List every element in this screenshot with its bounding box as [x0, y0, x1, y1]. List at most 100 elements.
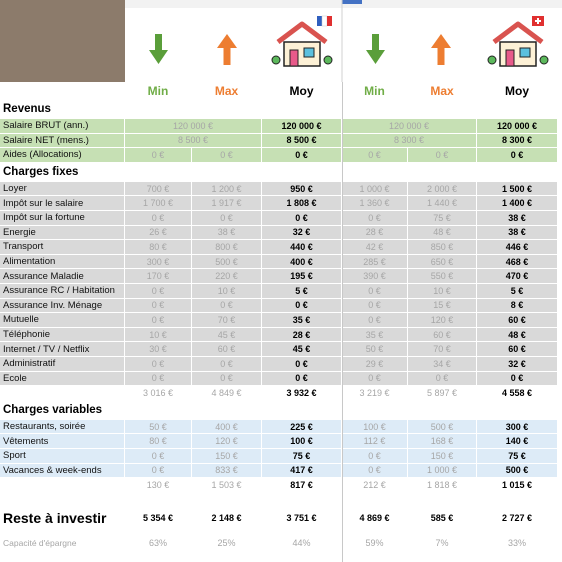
- value-cell: 34 €: [408, 357, 477, 372]
- row-label: Vêtements: [0, 434, 125, 449]
- value-cell: 470 €: [477, 269, 558, 284]
- value-cell: 70 €: [408, 342, 477, 357]
- row-label: Assurance Inv. Ménage: [0, 298, 125, 314]
- value-cell: 0 €: [262, 148, 342, 163]
- row-label: Internet / TV / Netflix: [0, 342, 125, 357]
- value-cell: 10 €: [192, 284, 262, 299]
- value-cell: 4 849 €: [192, 386, 262, 401]
- arrow-down: [149, 34, 168, 64]
- value-cell: 26 €: [125, 225, 192, 241]
- value-cell: 112 €: [342, 434, 408, 449]
- value-cell: 585 €: [408, 500, 477, 536]
- row-label: [0, 478, 125, 493]
- value-cell: 50 €: [125, 419, 192, 435]
- value-cell: 35 €: [262, 313, 342, 328]
- value-cell: 170 €: [125, 269, 192, 284]
- value-cell: 130 €: [125, 478, 192, 493]
- value-cell: 10 €: [408, 284, 477, 299]
- value-cell: 390 €: [342, 269, 408, 284]
- value-cell: 4 558 €: [477, 386, 558, 401]
- value-cell: 0 €: [125, 148, 192, 163]
- value-cell: 0 €: [125, 211, 192, 226]
- value-cell: 220 €: [192, 269, 262, 284]
- value-cell: 0 €: [125, 357, 192, 372]
- value-cell: 150 €: [408, 449, 477, 464]
- value-cell: 0 €: [262, 357, 342, 372]
- value-cell: 0 €: [408, 371, 477, 387]
- value-cell: 1 400 €: [477, 196, 558, 211]
- value-cell: 1 000 €: [408, 463, 477, 479]
- value-cell: 440 €: [262, 240, 342, 255]
- value-cell: 500 €: [192, 254, 262, 270]
- row-label: Loyer: [0, 181, 125, 197]
- value-cell: 1 818 €: [408, 478, 477, 493]
- value-cell: 59%: [342, 536, 408, 550]
- value-cell: 10 €: [125, 327, 192, 343]
- value-cell: 833 €: [192, 463, 262, 479]
- value-cell: 1 500 €: [477, 181, 558, 197]
- row-label: Téléphonie: [0, 327, 125, 343]
- value-cell: 212 €: [342, 478, 408, 493]
- value-cell: 0 €: [477, 148, 558, 163]
- value-cell: 300 €: [125, 254, 192, 270]
- row-label: Impôt sur la fortune: [0, 211, 125, 226]
- value-cell: 5 897 €: [408, 386, 477, 401]
- value-cell: 29 €: [342, 357, 408, 372]
- value-cell: 28 €: [342, 225, 408, 241]
- value-cell: 800 €: [192, 240, 262, 255]
- value-cell: 45 €: [192, 327, 262, 343]
- value-cell: 285 €: [342, 254, 408, 270]
- value-cell: 1 360 €: [342, 196, 408, 211]
- value-cell: 60 €: [408, 327, 477, 343]
- section-title: Charges variables: [0, 400, 342, 420]
- value-cell: 120 000 €: [477, 119, 558, 134]
- value-cell: 60 €: [477, 342, 558, 357]
- row-label: Aides (Allocations): [0, 148, 125, 163]
- value-cell: 468 €: [477, 254, 558, 270]
- value-cell: 0 €: [342, 313, 408, 328]
- value-cell: 30 €: [125, 342, 192, 357]
- value-cell: 1 503 €: [192, 478, 262, 493]
- header-icons: [0, 0, 562, 82]
- value-cell: 950 €: [262, 181, 342, 197]
- value-cell: 38 €: [477, 211, 558, 226]
- value-cell: 80 €: [125, 434, 192, 449]
- row-label: Vacances & week-ends: [0, 463, 125, 479]
- row-label: Capacité d'épargne: [0, 536, 125, 550]
- row-label: Salaire NET (mens.): [0, 133, 125, 149]
- value-cell: 120 000 €: [125, 119, 262, 134]
- value-cell: 5 €: [477, 284, 558, 299]
- value-cell: 80 €: [125, 240, 192, 255]
- value-cell: 38 €: [192, 225, 262, 241]
- value-cell: 225 €: [262, 419, 342, 435]
- value-cell: 75 €: [477, 449, 558, 464]
- value-cell: 0 €: [125, 371, 192, 387]
- value-cell: 1 015 €: [477, 478, 558, 493]
- value-cell: 0 €: [125, 313, 192, 328]
- row-label: Sport: [0, 449, 125, 464]
- value-cell: 2 000 €: [408, 181, 477, 197]
- row-label: Impôt sur le salaire: [0, 196, 125, 211]
- value-cell: 0 €: [192, 148, 262, 163]
- value-cell: 120 €: [408, 313, 477, 328]
- value-cell: 0 €: [342, 298, 408, 314]
- value-cell: 817 €: [262, 478, 342, 493]
- value-cell: 2 727 €: [477, 500, 558, 536]
- row-label: Energie: [0, 225, 125, 241]
- value-cell: 63%: [125, 536, 192, 550]
- value-cell: 650 €: [408, 254, 477, 270]
- group-divider: [342, 82, 343, 562]
- row-label: Reste à investir: [0, 500, 125, 536]
- value-cell: 1 917 €: [192, 196, 262, 211]
- value-cell: 300 €: [477, 419, 558, 435]
- value-cell: 400 €: [262, 254, 342, 270]
- row-label: Salaire BRUT (ann.): [0, 119, 125, 134]
- value-cell: 33%: [477, 536, 558, 550]
- arrow-up: [217, 34, 237, 65]
- arrow-down: [366, 34, 385, 64]
- value-cell: 38 €: [477, 225, 558, 241]
- column-header: Min: [125, 82, 192, 100]
- value-cell: 550 €: [408, 269, 477, 284]
- value-cell: 446 €: [477, 240, 558, 255]
